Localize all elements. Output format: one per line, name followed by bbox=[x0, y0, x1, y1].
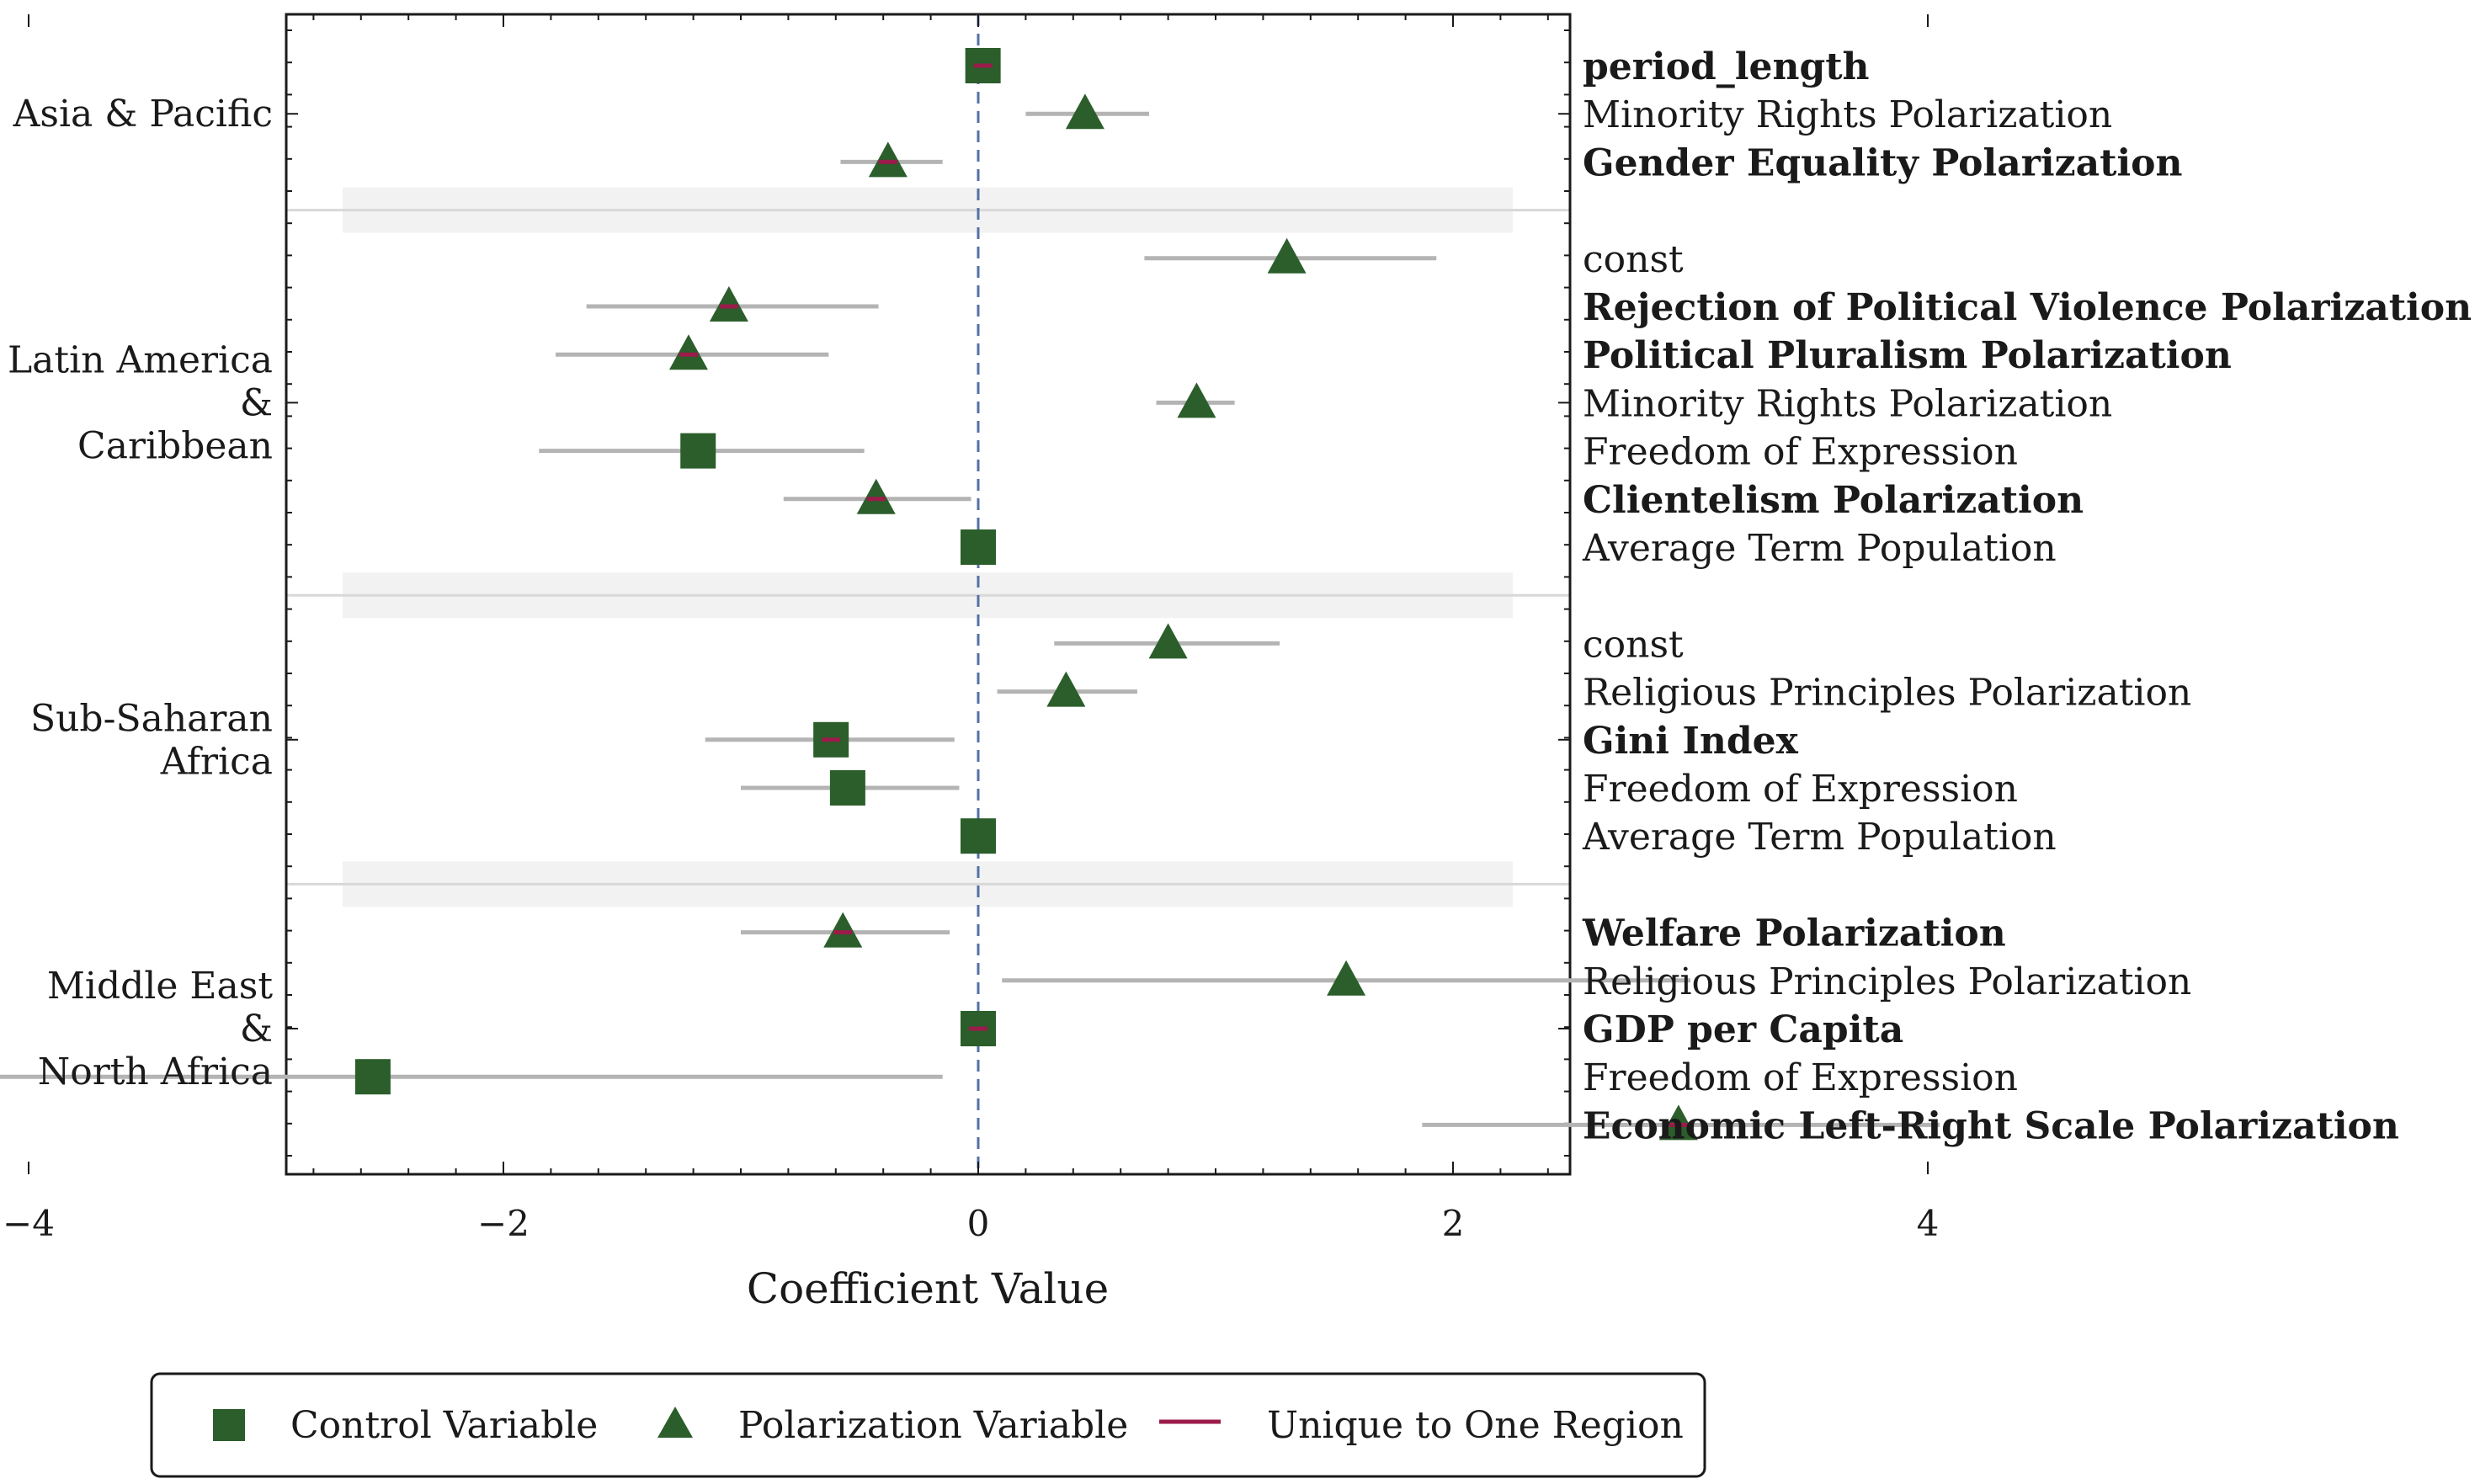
legend-square-symbol bbox=[213, 1409, 245, 1441]
region-label-sub-saharan-africa-0: Sub-Saharan bbox=[30, 697, 273, 740]
region-label-asia-pacific-0: Asia & Pacific bbox=[13, 93, 273, 136]
x-tick-label: −2 bbox=[477, 1203, 530, 1244]
variable-label-const-2: const bbox=[1583, 623, 1684, 666]
region-label-latin-america-caribbean-2: Caribbean bbox=[77, 424, 273, 467]
region-label-middle-east-north-africa-2: North Africa bbox=[38, 1051, 273, 1093]
x-tick-label: −4 bbox=[3, 1203, 55, 1244]
square-marker-average-term-population-2 bbox=[961, 818, 996, 854]
legend-label-polarization: Polarization Variable bbox=[738, 1404, 1128, 1447]
square-marker-freedom-of-expression-3 bbox=[354, 1059, 391, 1095]
variable-label-period-length-0: period_length bbox=[1583, 45, 1870, 88]
triangle-marker-minority-rights-polarization-1 bbox=[1177, 382, 1216, 418]
variable-label-economic-left-right-scale-polarization-3: Economic Left-Right Scale Polarization bbox=[1583, 1104, 2399, 1147]
variable-labels: period_length Minority Rights Polarizatio… bbox=[1582, 45, 2472, 1147]
variable-label-freedom-of-expression-2: Freedom of Expression bbox=[1583, 768, 2018, 811]
legend-label-unique: Unique to One Region bbox=[1267, 1404, 1684, 1447]
x-axis-title: Coefficient Value bbox=[747, 1264, 1109, 1313]
triangle-marker-economic-left-right-scale-polarization-3 bbox=[1658, 1104, 1698, 1141]
x-tick-label: 0 bbox=[967, 1203, 990, 1244]
variable-label-average-term-population-2: Average Term Population bbox=[1582, 816, 2057, 859]
triangle-marker-const-1 bbox=[1267, 237, 1307, 274]
variable-label-clientelism-polarization-1: Clientelism Polarization bbox=[1583, 479, 2084, 522]
triangle-marker-political-pluralism-polarization-1 bbox=[668, 334, 708, 370]
legend: Control Variable Polarization Variable U… bbox=[150, 1372, 1706, 1478]
square-marker-freedom-of-expression-2 bbox=[829, 770, 865, 806]
legend-triangle-symbol bbox=[657, 1407, 693, 1438]
variable-label-const-1: const bbox=[1583, 238, 1684, 281]
triangle-marker-rejection-of-political-violence-polarization-1 bbox=[709, 286, 748, 322]
variable-label-freedom-of-expression-1: Freedom of Expression bbox=[1583, 431, 2018, 474]
variable-label-political-pluralism-polarization-1: Political Pluralism Polarization bbox=[1583, 334, 2232, 377]
legend-frame bbox=[150, 1372, 1706, 1478]
variable-label-gini-index-2: Gini Index bbox=[1583, 720, 1799, 763]
triangle-marker-clientelism-polarization-1 bbox=[856, 478, 896, 514]
legend-label-control: Control Variable bbox=[290, 1404, 598, 1447]
triangle-marker-religious-principles-polarization-2 bbox=[1046, 671, 1086, 707]
variable-label-average-term-population-1: Average Term Population bbox=[1582, 527, 2057, 570]
variable-label-minority-rights-polarization-1: Minority Rights Polarization bbox=[1583, 382, 2112, 425]
variable-label-minority-rights-polarization-0: Minority Rights Polarization bbox=[1583, 93, 2112, 136]
variable-label-gdp-per-capita-3: GDP per Capita bbox=[1583, 1008, 1903, 1051]
x-tick-label: 4 bbox=[1917, 1203, 1940, 1244]
square-marker-average-term-population-1 bbox=[961, 529, 996, 565]
region-label-sub-saharan-africa-1: Africa bbox=[160, 740, 273, 783]
variable-label-gender-equality-polarization-0: Gender Equality Polarization bbox=[1583, 141, 2183, 184]
triangle-marker-welfare-polarization-3 bbox=[823, 912, 863, 948]
region-separators bbox=[286, 187, 1570, 907]
region-label-middle-east-north-africa-1: & bbox=[240, 1008, 273, 1051]
region-label-latin-america-caribbean-1: & bbox=[240, 381, 273, 424]
triangle-marker-minority-rights-polarization-0 bbox=[1065, 93, 1104, 130]
x-axis-ticks: −4 −2 0 2 4 bbox=[3, 14, 1939, 1244]
square-marker-freedom-of-expression-1 bbox=[680, 433, 716, 469]
minor-ticks bbox=[286, 29, 1570, 1157]
triangle-marker-religious-principles-polarization-3 bbox=[1327, 960, 1366, 996]
variable-label-rejection-of-political-violence-polarization-1: Rejection of Political Violence Polariza… bbox=[1583, 286, 2472, 329]
triangle-marker-gender-equality-polarization-0 bbox=[868, 141, 908, 178]
variable-label-welfare-polarization-3: Welfare Polarization bbox=[1582, 912, 2006, 955]
variable-label-religious-principles-polarization-3: Religious Principles Polarization bbox=[1583, 960, 2191, 1003]
region-label-latin-america-caribbean-0: Latin America bbox=[8, 338, 273, 381]
x-tick-label: 2 bbox=[1442, 1203, 1465, 1244]
plot-frame bbox=[285, 13, 1572, 1176]
variable-label-religious-principles-polarization-2: Religious Principles Polarization bbox=[1583, 672, 2191, 715]
region-label-middle-east-north-africa-0: Middle East bbox=[47, 965, 273, 1008]
triangle-marker-const-2 bbox=[1148, 623, 1188, 659]
coefficient-marks bbox=[0, 48, 1940, 1141]
variable-label-freedom-of-expression-3: Freedom of Expression bbox=[1583, 1056, 2018, 1099]
